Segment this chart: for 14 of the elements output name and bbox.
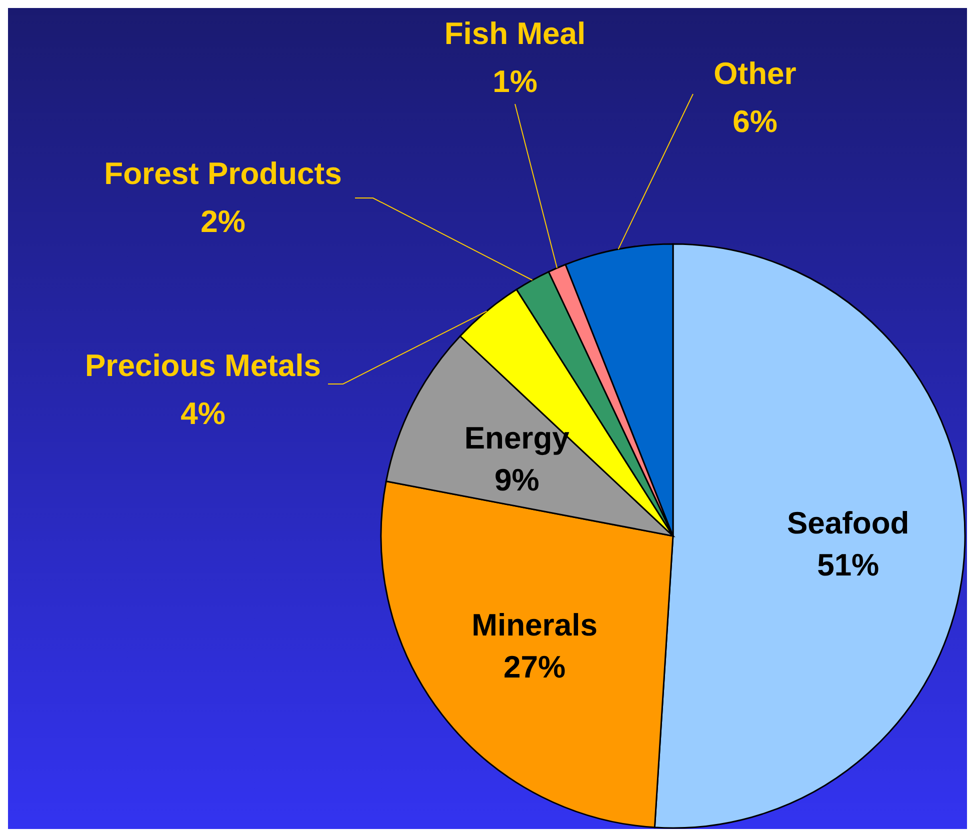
data-label: 4% bbox=[180, 396, 226, 431]
slice-label: Minerals bbox=[472, 607, 598, 642]
slice-label: Forest Products bbox=[104, 156, 342, 191]
data-label: 6% bbox=[732, 104, 778, 139]
slice-label: Precious Metals bbox=[84, 348, 322, 383]
data-label: 2% bbox=[200, 204, 246, 239]
slice-label: Other bbox=[714, 56, 796, 91]
slice-label: Energy bbox=[464, 420, 570, 456]
slice-label: Seafood bbox=[786, 506, 910, 541]
data-label: 51% bbox=[817, 548, 880, 583]
data-label: 1% bbox=[492, 64, 538, 99]
data-label: 9% bbox=[494, 462, 540, 498]
slice-label: Fish Meal bbox=[444, 16, 586, 51]
data-label: 27% bbox=[504, 649, 566, 684]
